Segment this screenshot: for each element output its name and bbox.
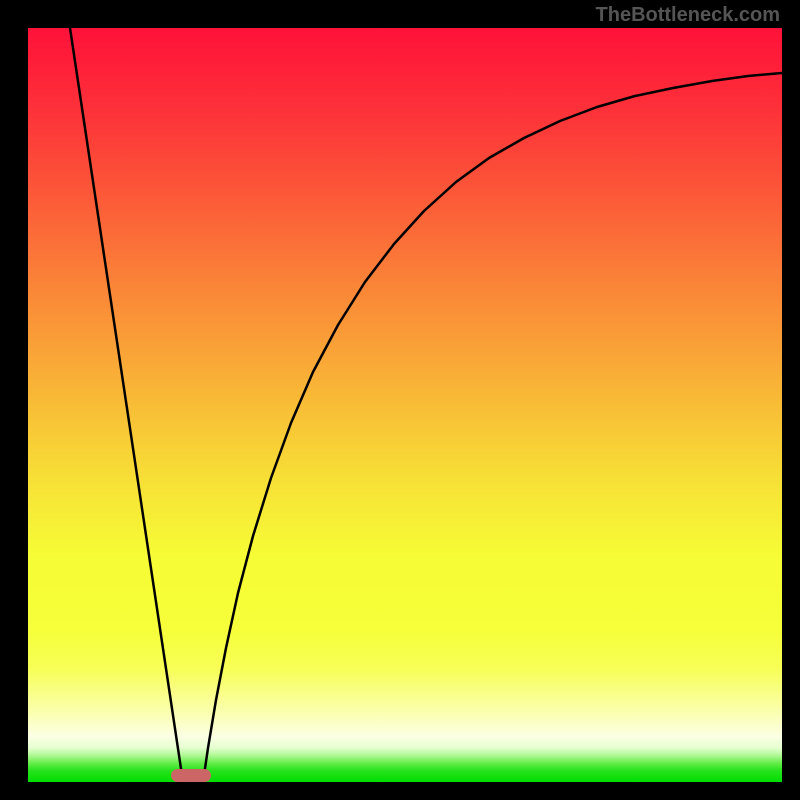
plot-area — [28, 28, 782, 782]
watermark-text: TheBottleneck.com — [596, 4, 780, 27]
curves-svg — [28, 28, 782, 782]
target-marker — [171, 769, 211, 782]
chart-container: TheBottleneck.com — [0, 0, 800, 800]
right-curve — [203, 73, 782, 782]
left-line — [70, 28, 183, 782]
